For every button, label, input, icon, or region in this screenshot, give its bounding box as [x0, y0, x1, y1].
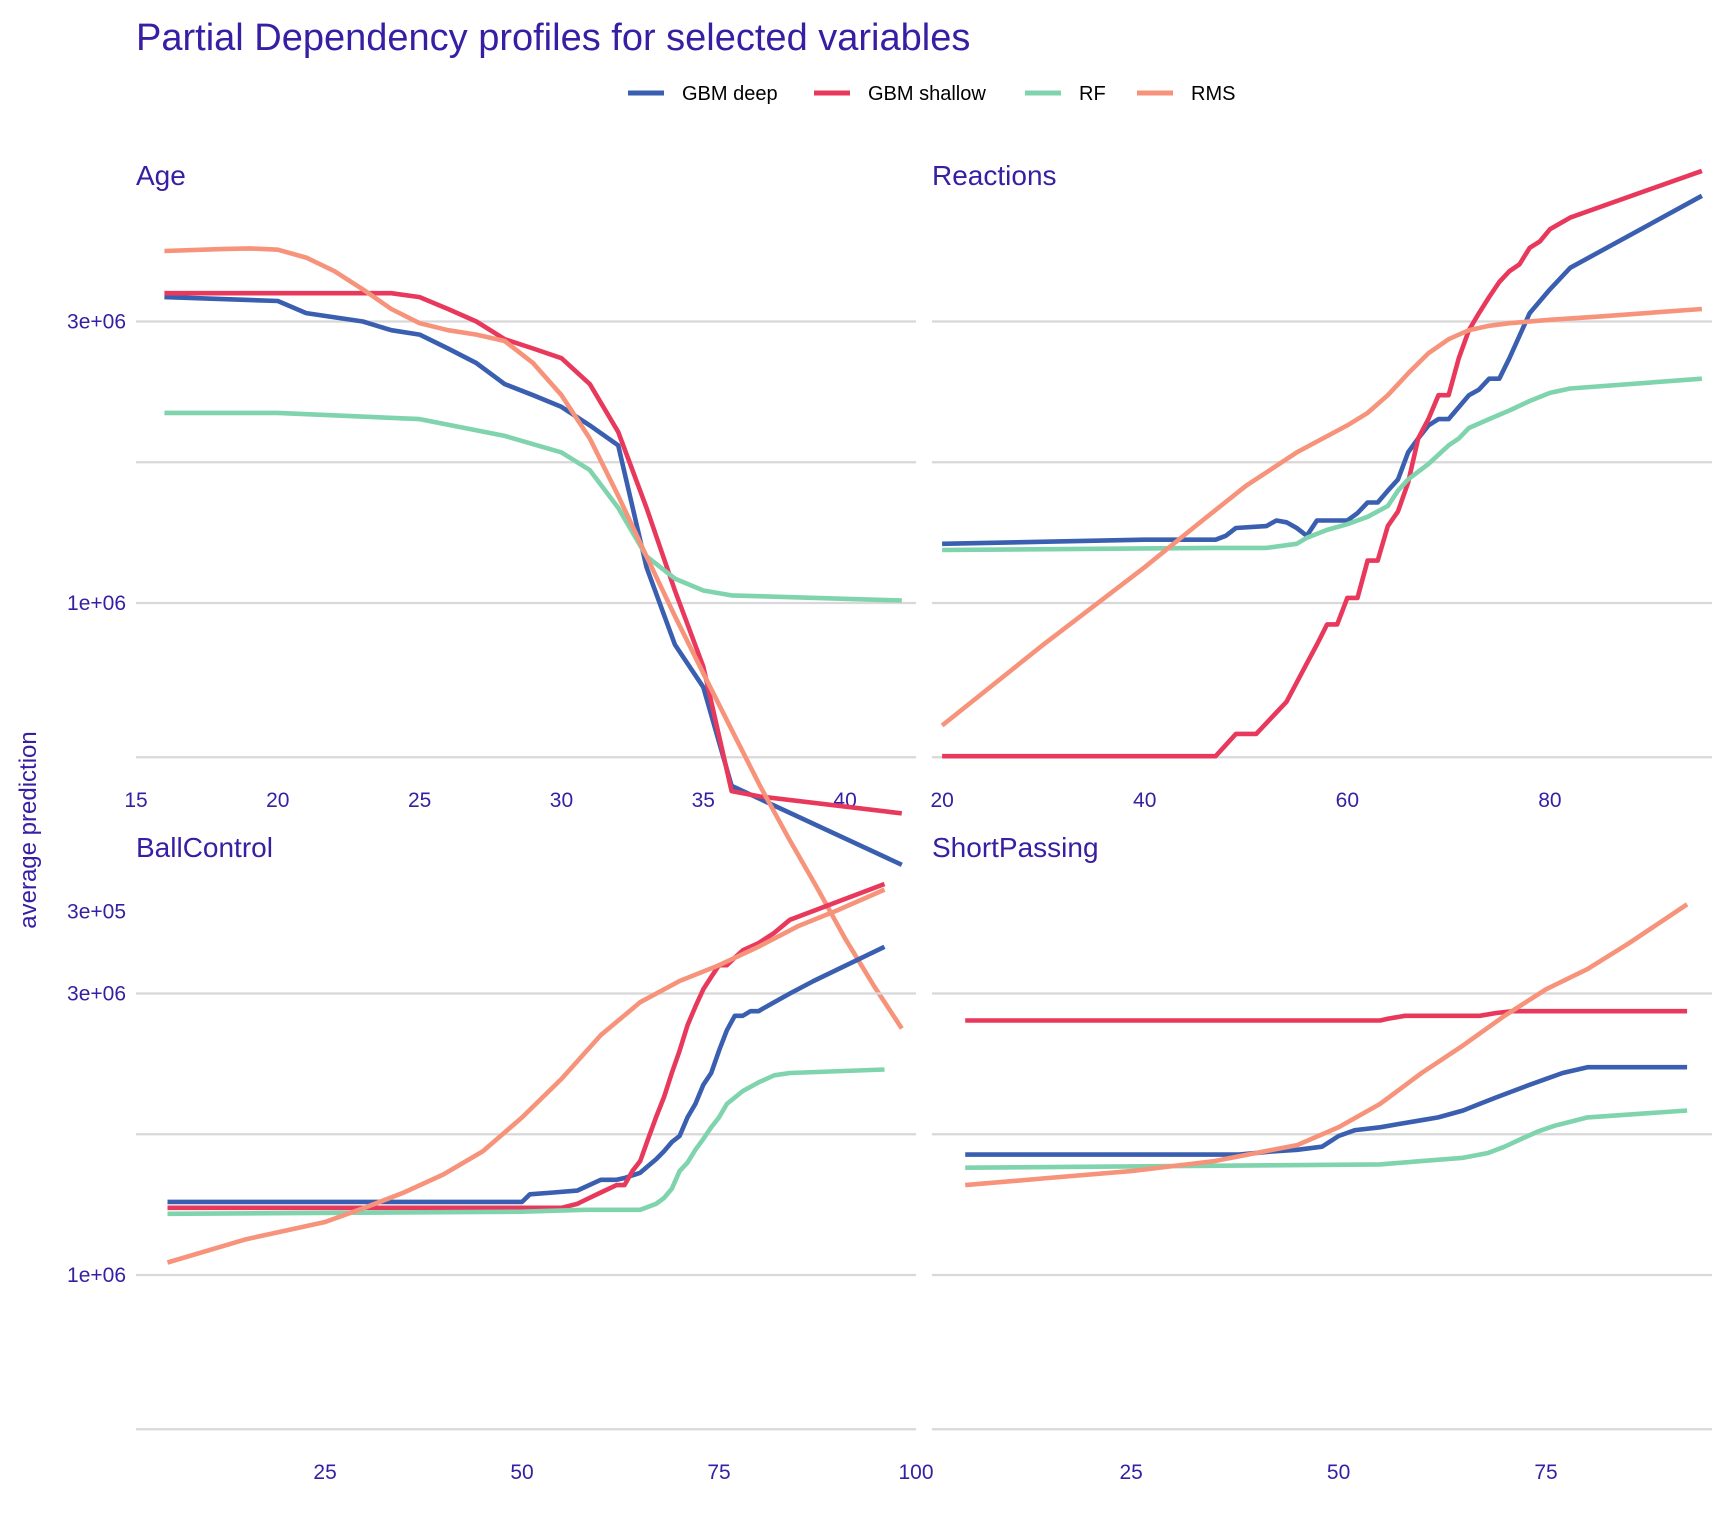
chart-title: Partial Dependency profiles for selected…	[136, 17, 970, 59]
y-tick-label: 3e+06	[67, 982, 126, 1005]
series-line-rf	[164, 410, 902, 603]
series-line-gbm-shallow	[167, 881, 886, 1211]
legend: GBM deep GBM shallow RF RMS	[628, 83, 1235, 105]
x-tick-label: 80	[1538, 789, 1561, 812]
series-line-rms	[940, 306, 1703, 728]
series-line-gbm-deep	[942, 193, 1704, 547]
facet-title: ShortPassing	[932, 832, 1099, 863]
y-tick-label: 3e+05	[67, 900, 126, 923]
y-tick-label: 1e+06	[67, 592, 126, 615]
series-line-gbm-shallow	[942, 168, 1703, 759]
x-tick-label: 100	[898, 1461, 933, 1484]
y-axis-title: average prediction	[15, 731, 42, 928]
facet-title: Age	[136, 160, 186, 191]
x-tick-label: 60	[1336, 789, 1359, 812]
series-line-rms	[166, 887, 886, 1265]
x-tick-label: 25	[313, 1461, 336, 1484]
x-tick-label: 15	[124, 789, 147, 812]
facet-title: Reactions	[932, 160, 1057, 191]
facet-ballcontrol: 3e+05 1e+06 3e+06 25 50 75 100 BallControl	[67, 832, 934, 1484]
series-line-gbm-shallow	[164, 290, 903, 816]
x-tick-label: 35	[692, 789, 715, 812]
series-line-gbm-deep	[167, 944, 886, 1205]
x-tick-label: 25	[408, 789, 431, 812]
legend-label-gbm-shallow: GBM shallow	[868, 83, 986, 105]
x-tick-label: 20	[266, 789, 289, 812]
x-tick-label: 20	[930, 789, 953, 812]
x-tick-label: 75	[1534, 1461, 1557, 1484]
series-line-rms	[965, 902, 1689, 1188]
facet-shortpassing: 25 50 75 ShortPassing	[932, 832, 1712, 1484]
y-tick-label: 1e+06	[67, 1264, 126, 1287]
x-tick-label: 75	[707, 1461, 730, 1484]
legend-label-rf: RF	[1079, 83, 1106, 105]
legend-label-rms: RMS	[1191, 83, 1235, 105]
facet-title: BallControl	[136, 832, 273, 863]
x-tick-label: 50	[510, 1461, 533, 1484]
series-line-rms	[164, 246, 904, 1030]
series-line-rf	[167, 1067, 885, 1217]
legend-label-gbm-deep: GBM deep	[682, 83, 778, 105]
facet-panels: 3e+05 1e+06 3e+06 15 20 25 30 35 40 Age 20 40 60 80 Re…	[67, 160, 1712, 1484]
x-tick-label: 40	[1133, 789, 1156, 812]
series-line-gbm-deep	[164, 294, 903, 867]
x-tick-label: 25	[1119, 1461, 1142, 1484]
series-line-gbm-deep	[965, 1064, 1688, 1157]
series-line-gbm-shallow	[965, 1008, 1688, 1023]
x-tick-label: 50	[1327, 1461, 1350, 1484]
facet-reactions: 20 40 60 80 Reactions	[930, 160, 1712, 812]
series-line-rf	[965, 1108, 1688, 1170]
series-line-rf	[942, 376, 1703, 553]
x-tick-label: 30	[550, 789, 573, 812]
y-tick-label: 3e+06	[67, 310, 126, 333]
